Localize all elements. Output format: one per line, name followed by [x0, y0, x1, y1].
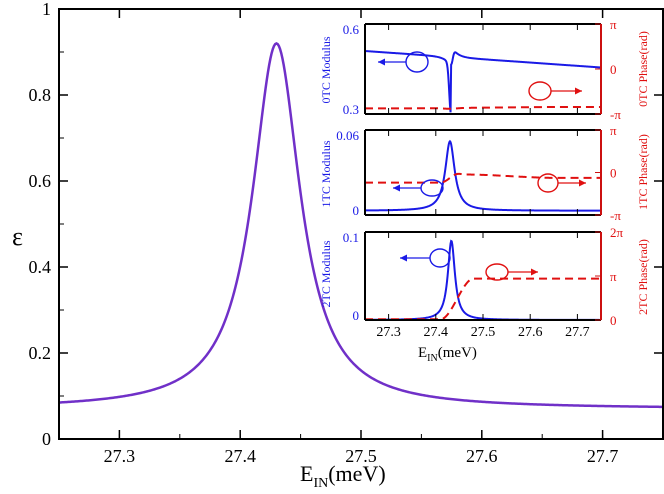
phase-axis-arrowhead	[579, 179, 586, 187]
inset-left-tick-label: 0.6	[343, 22, 360, 37]
main-y-tick-label: 0.2	[29, 343, 52, 363]
phase-series-line	[365, 172, 601, 184]
modulus-axis-arrowhead	[378, 58, 385, 66]
inset-2tc-phase-label: 2TC Phase(rad)	[636, 239, 650, 315]
inset-0tc-modulus-label: 0TC Modulus	[319, 36, 333, 103]
inset-right-tick-label: π	[610, 123, 617, 138]
main-y-tick-label: 0.4	[29, 257, 52, 277]
inset-1tc-panel: 0 0.06 -π 0 π	[336, 123, 621, 223]
inset-right-tick-label: -π	[610, 208, 621, 223]
inset-x-tick-label: 27.6	[518, 325, 543, 340]
inset-plot-background	[365, 24, 601, 114]
modulus-series-line	[364, 50, 602, 113]
inset-2tc-panel: 0 0.1 0 π 2π 27.3 27.4 27.5 27.6 27.7	[343, 225, 624, 340]
inset-x-tick-label: 27.7	[565, 325, 590, 340]
inset-right-tick-label: 0	[610, 166, 617, 181]
inset-x-tick-label: 27.3	[376, 325, 401, 340]
inset-left-tick-label: 0.3	[343, 102, 359, 117]
main-y-tick-label: 0.6	[29, 171, 52, 191]
inset-0tc-phase-label: 0TC Phase(rad)	[636, 31, 650, 107]
inset-x-tick-label: 27.4	[424, 325, 449, 340]
inset-right-tick-label: 2π	[610, 225, 624, 240]
main-y-tick-label: 0.8	[29, 85, 52, 105]
inset-right-tick-label: π	[610, 17, 617, 32]
main-chart: 27.3 27.4 27.5 27.6 27.7 0 0.2 0.4 0.6 0.8 1 ε EI…	[12, 0, 664, 491]
inset-left-tick-label: 0.1	[343, 230, 359, 245]
main-y-tick-label: 0	[42, 429, 51, 449]
modulus-series-line	[365, 139, 601, 212]
phase-axis-arrowhead	[575, 87, 582, 95]
main-y-axis-label: ε	[12, 222, 23, 251]
inset-left-tick-label: 0	[353, 308, 360, 323]
inset-0tc-panel: 0.3 0.6 -π 0 π	[343, 17, 622, 122]
inset-left-tick-label: 0	[353, 203, 360, 218]
inset-right-tick-label: -π	[610, 107, 621, 122]
modulus-axis-arrowhead	[393, 184, 400, 192]
inset-right-tick-label: 0	[610, 62, 617, 77]
main-x-tick-label: 27.6	[466, 446, 498, 466]
phase-axis-arrowhead	[531, 268, 538, 276]
inset-right-tick-label: π	[610, 269, 617, 284]
inset-x-axis-label: EIN(meV)	[418, 345, 477, 364]
epsilon-series-line	[58, 41, 664, 409]
inset-right-tick-label: 0	[610, 313, 617, 328]
inset-plot-background	[365, 232, 601, 320]
inset-1tc-phase-label: 1TC Phase(rad)	[636, 134, 650, 210]
main-x-tick-label: 27.7	[587, 446, 619, 466]
inset-2tc-modulus-label: 2TC Modulus	[319, 240, 333, 307]
main-x-tick-label: 27.3	[104, 446, 136, 466]
phase-series-line	[365, 105, 601, 110]
inset-x-tick-label: 27.5	[471, 325, 496, 340]
inset-1tc-modulus-label: 1TC Modulus	[319, 140, 333, 207]
modulus-axis-arrowhead	[400, 254, 407, 262]
main-x-tick-label: 27.5	[345, 446, 377, 466]
main-y-tick-label: 1	[42, 0, 51, 19]
inset-plot-background	[365, 130, 601, 215]
inset-left-tick-label: 0.06	[336, 128, 359, 143]
main-x-tick-label: 27.4	[224, 446, 256, 466]
main-x-axis-label: EIN(meV)	[300, 461, 386, 491]
